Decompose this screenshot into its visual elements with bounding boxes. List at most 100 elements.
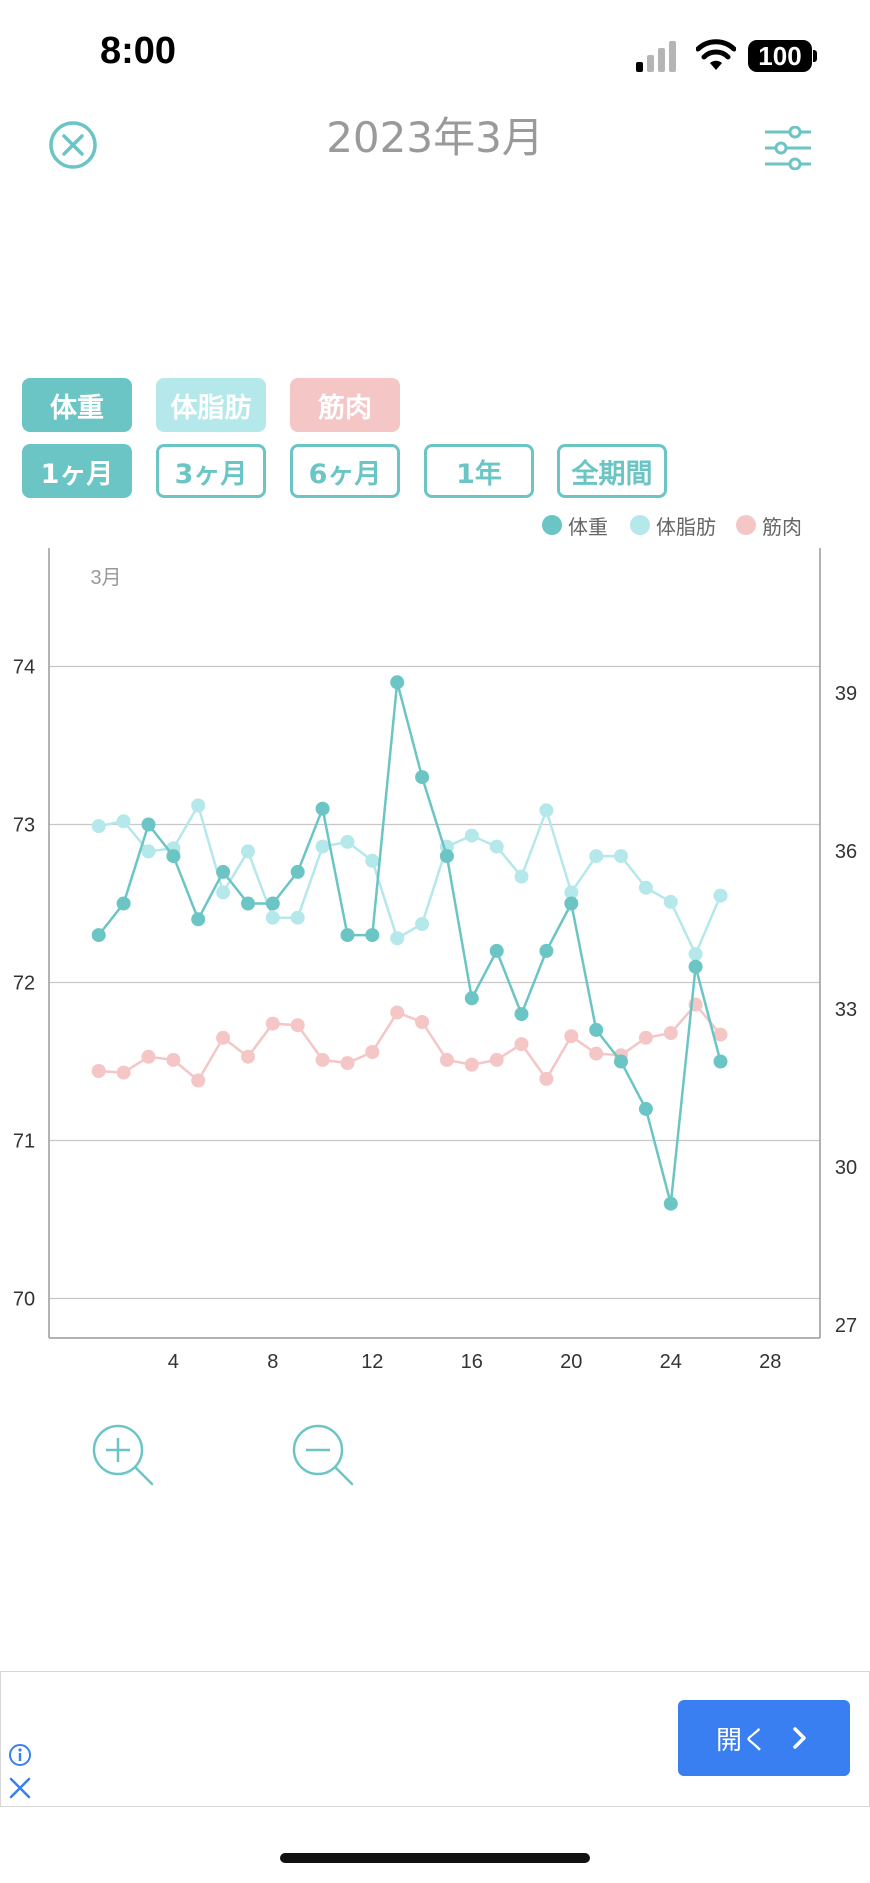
data-point-weight <box>265 896 280 911</box>
x-tick-label: 20 <box>560 1351 582 1373</box>
legend-dot-muscle <box>736 515 756 535</box>
range-3-month-button[interactable]: 3ヶ月 <box>156 444 266 498</box>
data-point-muscle <box>539 1071 554 1086</box>
settings-sliders-icon[interactable] <box>763 126 813 170</box>
right-tick-label: 39 <box>835 683 857 705</box>
data-point-body-fat <box>116 814 131 829</box>
data-point-weight <box>216 864 231 879</box>
toggle-body-fat-button[interactable]: 体脂肪 <box>156 378 266 432</box>
data-point-weight <box>514 1007 529 1022</box>
data-point-body-fat <box>614 849 628 864</box>
range-1-year-button[interactable]: 1年 <box>424 444 534 498</box>
battery-indicator: 100 <box>748 40 812 72</box>
legend-label-muscle: 筋肉 <box>762 514 802 539</box>
signal-icon <box>636 41 676 72</box>
home-indicator <box>280 1853 590 1863</box>
range-all-button[interactable]: 全期間 <box>557 444 667 498</box>
data-point-weight <box>315 801 330 816</box>
data-point-muscle <box>166 1052 181 1067</box>
data-point-weight <box>365 928 380 943</box>
data-point-muscle <box>141 1049 156 1064</box>
status-time: 8:00 <box>100 30 177 72</box>
data-point-muscle <box>390 1005 405 1020</box>
data-point-body-fat <box>141 844 156 859</box>
close-icon[interactable] <box>48 120 98 170</box>
left-tick-label: 71 <box>13 1131 35 1153</box>
data-point-muscle <box>216 1030 231 1045</box>
data-point-weight <box>191 912 206 927</box>
data-point-muscle <box>514 1037 529 1052</box>
range-1-month-button[interactable]: 1ヶ月 <box>22 444 132 498</box>
data-point-muscle <box>464 1057 479 1072</box>
zoom-out-icon[interactable] <box>288 1420 368 1500</box>
legend-item-muscle: 筋肉 <box>736 512 802 539</box>
data-point-body-fat <box>390 931 405 946</box>
page-title: 2023年3月 <box>326 113 544 162</box>
info-icon[interactable] <box>8 1743 32 1767</box>
data-point-weight <box>91 928 106 943</box>
data-point-muscle <box>589 1046 604 1061</box>
month-label: 3月 <box>90 567 121 589</box>
data-point-body-fat <box>91 819 106 834</box>
data-point-body-fat <box>241 844 255 859</box>
data-point-body-fat <box>539 803 554 818</box>
data-point-body-fat <box>415 917 430 931</box>
data-point-weight <box>638 1101 653 1116</box>
data-point-muscle <box>116 1065 131 1080</box>
data-point-body-fat <box>315 839 330 854</box>
x-tick-label: 4 <box>168 1351 179 1373</box>
series-line-weight <box>97 681 722 1205</box>
range-6-month-button[interactable]: 6ヶ月 <box>290 444 400 498</box>
data-point-weight <box>390 675 405 690</box>
left-tick-label: 72 <box>13 973 35 995</box>
data-point-weight <box>439 849 454 864</box>
data-point-muscle <box>290 1018 305 1033</box>
legend-label-weight: 体重 <box>568 514 608 539</box>
x-tick-label: 8 <box>267 1351 278 1373</box>
toggle-muscle-button[interactable]: 筋肉 <box>290 378 400 432</box>
data-point-body-fat <box>216 885 231 900</box>
x-tick-label: 16 <box>461 1351 483 1373</box>
battery-nub <box>813 50 817 62</box>
data-point-muscle <box>489 1052 504 1067</box>
data-point-weight <box>589 1022 604 1037</box>
data-point-weight <box>489 943 504 958</box>
data-point-body-fat <box>589 849 604 864</box>
zoom-in-icon[interactable] <box>88 1420 168 1500</box>
data-point-muscle <box>191 1073 206 1088</box>
data-point-weight <box>564 896 579 911</box>
data-point-weight <box>464 991 479 1006</box>
data-point-body-fat <box>191 798 206 813</box>
x-tick-label: 24 <box>660 1351 682 1373</box>
data-point-weight <box>116 896 131 911</box>
data-point-muscle <box>365 1045 380 1059</box>
data-point-muscle <box>663 1026 678 1041</box>
right-tick-label: 27 <box>835 1315 857 1337</box>
data-point-body-fat <box>663 894 678 909</box>
data-point-weight <box>713 1054 728 1069</box>
data-point-muscle <box>638 1030 653 1045</box>
ad-open-label: 開く <box>715 1725 768 1756</box>
left-tick-label: 73 <box>13 815 35 837</box>
series-line-muscle <box>98 1002 722 1083</box>
toggle-weight-button[interactable]: 体重 <box>22 378 132 432</box>
wifi-icon <box>696 39 736 70</box>
data-point-muscle <box>91 1064 106 1078</box>
weight-chart[interactable]: 70 71 72 73 74 27 30 33 36 39 4 8 12 16 20 24 28 3月 <box>0 540 870 1380</box>
data-point-weight <box>688 959 703 974</box>
data-point-muscle <box>241 1049 255 1064</box>
data-point-body-fat <box>564 885 579 900</box>
data-point-body-fat <box>340 834 355 849</box>
data-point-body-fat <box>688 947 703 962</box>
ad-open-button[interactable]: 開く <box>678 1700 850 1776</box>
data-point-body-fat <box>265 910 280 925</box>
data-point-weight <box>340 928 355 943</box>
legend-item-body-fat: 体脂肪 <box>630 512 716 539</box>
data-point-muscle <box>340 1056 355 1071</box>
ad-close-icon[interactable] <box>8 1776 32 1800</box>
data-point-muscle <box>564 1029 579 1044</box>
data-point-body-fat <box>365 853 380 868</box>
data-point-muscle <box>415 1015 430 1029</box>
data-point-weight <box>166 849 181 864</box>
right-tick-label: 33 <box>835 999 857 1021</box>
